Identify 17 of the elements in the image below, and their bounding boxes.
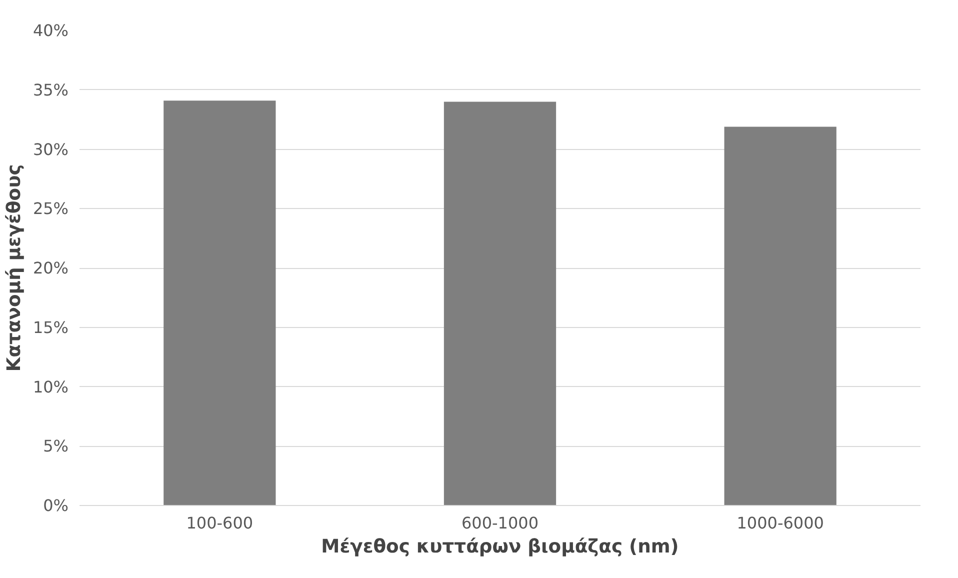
y-tick-label: 5%: [43, 436, 69, 456]
y-tick-label: 15%: [32, 318, 68, 337]
y-axis-title: Κατανομή μεγέθους: [4, 164, 25, 372]
x-axis-title: Μέγεθος κυττάρων βιομάζας (nm): [321, 536, 679, 558]
x-tick-label: 600-1000: [461, 514, 539, 532]
y-tick-label: 0%: [43, 496, 69, 515]
y-tick-label: 25%: [32, 199, 68, 218]
bar: [164, 100, 276, 506]
x-tick-label: 1000-6000: [736, 514, 824, 532]
y-tick-label: 30%: [32, 140, 68, 159]
bar: [444, 102, 556, 506]
bar: [724, 126, 836, 506]
y-tick-label: 20%: [32, 258, 68, 278]
y-tick-label: 40%: [32, 21, 68, 40]
x-tick-label: 100-600: [186, 514, 254, 532]
y-tick-label: 35%: [32, 80, 68, 100]
y-tick-label: 10%: [32, 377, 68, 396]
